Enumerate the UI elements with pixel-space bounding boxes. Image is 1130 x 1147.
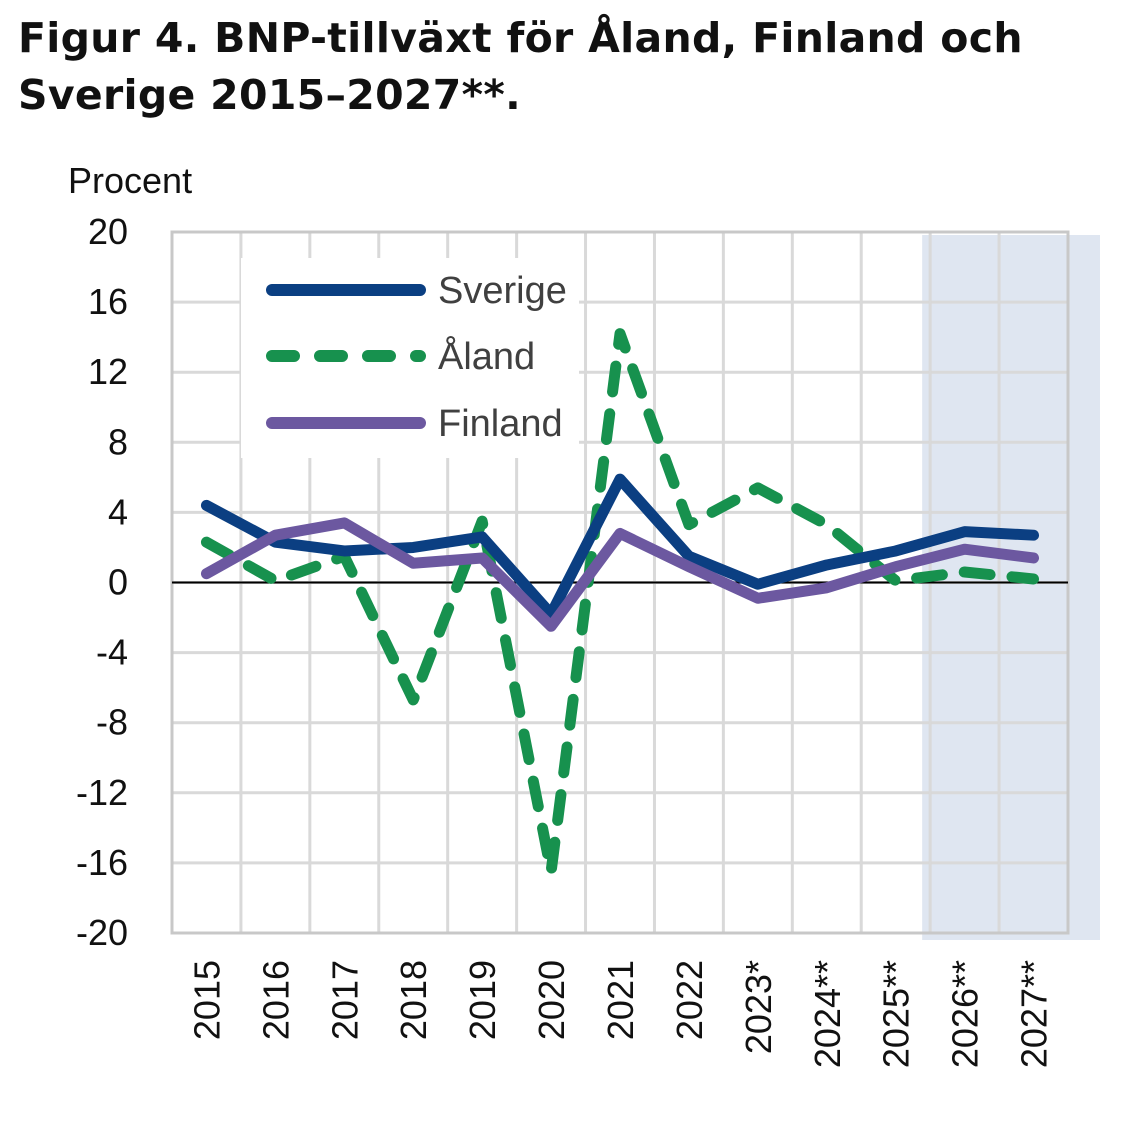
x-tick-label: 2018 bbox=[393, 960, 434, 1040]
y-tick-label: -4 bbox=[96, 632, 128, 673]
legend-label: Åland bbox=[438, 334, 535, 378]
x-tick-label: 2025** bbox=[876, 960, 917, 1068]
y-axis-label: Procent bbox=[68, 160, 192, 201]
x-tick-label: 2022 bbox=[669, 960, 710, 1040]
chart-title: Figur 4. BNP-tillväxt för Åland, Finland… bbox=[18, 14, 1023, 119]
x-tick-label: 2019 bbox=[462, 960, 503, 1040]
x-tick-label: 2016 bbox=[255, 960, 296, 1040]
y-tick-label: -16 bbox=[76, 842, 128, 883]
x-tick-label: 2024** bbox=[807, 960, 848, 1068]
y-tick-label: 0 bbox=[108, 562, 128, 603]
x-tick-label: 2023* bbox=[738, 960, 779, 1054]
y-tick-label: 20 bbox=[88, 211, 128, 252]
x-tick-label: 2027** bbox=[1014, 960, 1055, 1068]
legend-label: Sverige bbox=[438, 270, 567, 312]
x-tick-label: 2015 bbox=[186, 960, 227, 1040]
y-tick-label: 8 bbox=[108, 421, 128, 462]
x-tick-label: 2021 bbox=[600, 960, 641, 1040]
y-tick-label: 4 bbox=[108, 491, 128, 532]
x-tick-label: 2017 bbox=[324, 960, 365, 1040]
series-line-finland bbox=[200, 517, 1040, 632]
x-tick-label: 2020 bbox=[531, 960, 572, 1040]
legend-label: Finland bbox=[438, 403, 563, 445]
series-line-sverige bbox=[200, 473, 1040, 620]
y-tick-label: 12 bbox=[88, 351, 128, 392]
y-tick-label: -12 bbox=[76, 772, 128, 813]
forecast-shading bbox=[922, 235, 1100, 940]
y-tick-label: -20 bbox=[76, 912, 128, 953]
y-tick-label: -8 bbox=[96, 702, 128, 743]
x-tick-label: 2026** bbox=[945, 960, 986, 1068]
y-tick-label: 16 bbox=[88, 281, 128, 322]
